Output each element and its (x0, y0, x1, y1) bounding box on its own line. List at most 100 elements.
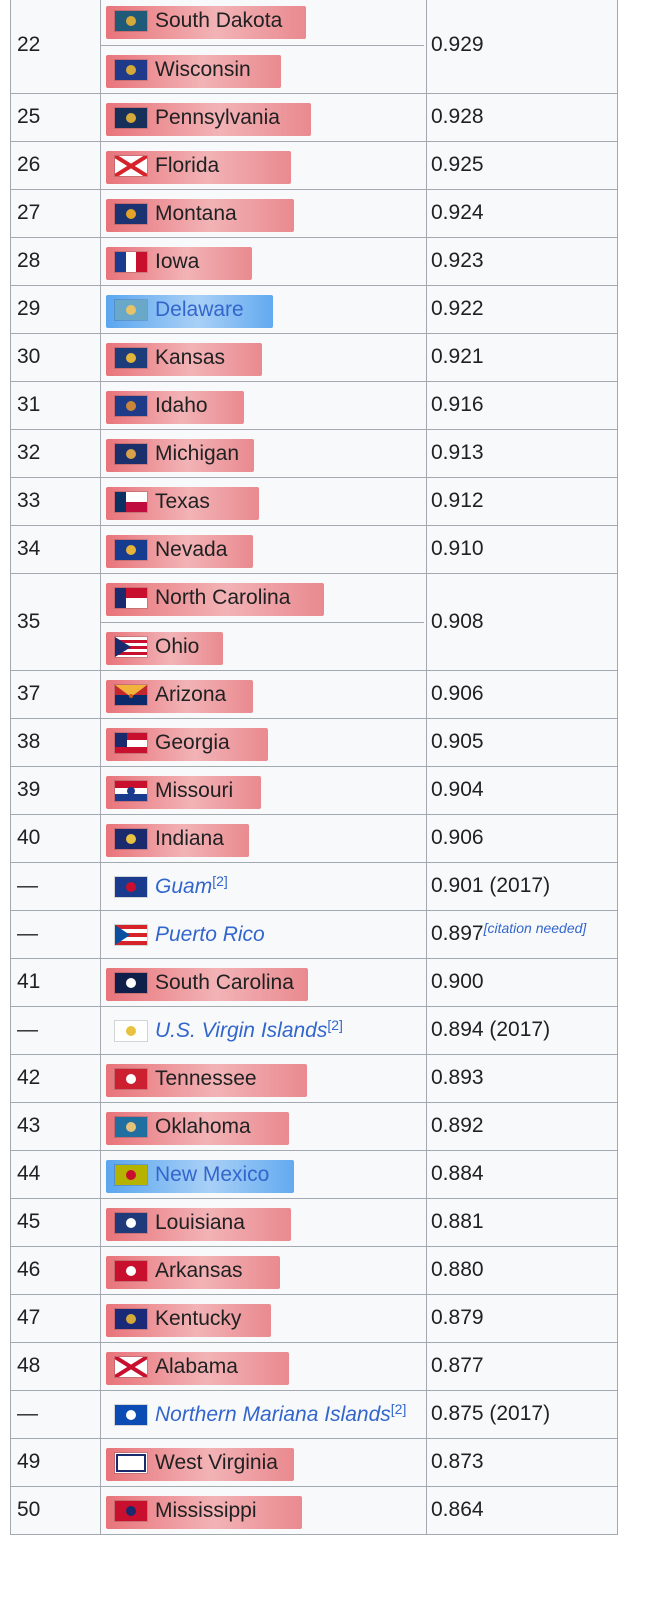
state-name-text[interactable]: Kansas (155, 346, 226, 369)
state-name-text[interactable]: Nevada (155, 538, 228, 561)
state-link[interactable]: Oklahoma (106, 1103, 289, 1151)
state-link[interactable]: Nevada (106, 526, 253, 574)
state-name[interactable]: South Dakota (155, 9, 282, 33)
state-name-text[interactable]: U.S. Virgin Islands (155, 1019, 328, 1042)
state-name-text[interactable]: South Dakota (155, 9, 283, 32)
state-name[interactable]: Michigan (155, 442, 239, 466)
state-name[interactable]: Louisiana (155, 1211, 245, 1235)
state-name-text[interactable]: Pennsylvania (155, 106, 280, 129)
state-name[interactable]: South Carolina (155, 971, 294, 995)
state-name[interactable]: Arizona (155, 683, 226, 707)
state-link[interactable]: Louisiana (106, 1199, 291, 1247)
state-name-text[interactable]: Louisiana (155, 1211, 245, 1234)
state-name-text[interactable]: Oklahoma (155, 1115, 251, 1138)
state-link[interactable]: Montana (106, 190, 294, 238)
state-link[interactable]: South Carolina (106, 959, 308, 1007)
state-name-text[interactable]: Michigan (155, 442, 240, 465)
state-name-text[interactable]: North Carolina (155, 586, 291, 609)
state-name[interactable]: Tennessee (155, 1067, 257, 1091)
state-link[interactable]: Guam[2] (106, 863, 228, 911)
reference-link[interactable]: [2] (390, 1401, 407, 1417)
state-link[interactable]: Georgia (106, 719, 268, 767)
state-name[interactable]: Florida (155, 154, 219, 178)
state-name-text[interactable]: Mississippi (155, 1499, 257, 1522)
state-link[interactable]: Tennessee (106, 1055, 307, 1103)
state-name-text[interactable]: Georgia (155, 731, 230, 754)
state-name[interactable]: Idaho (155, 394, 208, 418)
state-name[interactable]: Kansas (155, 346, 225, 370)
state-link[interactable]: Indiana (106, 815, 249, 863)
state-link[interactable]: Kansas (106, 334, 262, 382)
state-link[interactable]: Alabama (106, 1343, 289, 1391)
state-name[interactable]: Alabama (155, 1355, 238, 1379)
reference-link[interactable]: [2] (327, 1017, 343, 1033)
state-link[interactable]: Missouri (106, 767, 261, 815)
state-name[interactable]: Mississippi (155, 1499, 257, 1523)
state-link[interactable]: Kentucky (106, 1295, 271, 1343)
state-name[interactable]: Puerto Rico (155, 923, 265, 947)
state-link[interactable]: South Dakota (106, 0, 306, 45)
state-name-text[interactable]: Iowa (155, 250, 200, 273)
state-name[interactable]: Arkansas (155, 1259, 243, 1283)
state-link[interactable]: Northern Mariana Islands[2] (106, 1391, 406, 1439)
state-name-text[interactable]: Guam (155, 875, 213, 898)
state-link[interactable]: Puerto Rico (106, 911, 265, 959)
state-name-text[interactable]: Wisconsin (155, 58, 251, 81)
state-name[interactable]: New Mexico (155, 1163, 269, 1187)
state-name-text[interactable]: West Virginia (155, 1451, 278, 1474)
state-name[interactable]: Kentucky (155, 1307, 241, 1331)
state-name-text[interactable]: Delaware (155, 298, 244, 321)
state-link[interactable]: Delaware (106, 286, 273, 334)
state-name-text[interactable]: Arizona (155, 683, 227, 706)
state-name-text[interactable]: Ohio (155, 635, 200, 658)
state-link[interactable]: New Mexico (106, 1151, 294, 1199)
state-name-text[interactable]: Idaho (155, 394, 208, 417)
state-name[interactable]: Texas (155, 490, 210, 514)
state-name[interactable]: Georgia (155, 731, 230, 755)
state-link[interactable]: Arizona (106, 671, 253, 719)
state-link[interactable]: U.S. Virgin Islands[2] (106, 1007, 343, 1055)
state-name[interactable]: Iowa (155, 250, 199, 274)
state-name-text[interactable]: New Mexico (155, 1163, 270, 1186)
state-name-text[interactable]: Montana (155, 202, 237, 225)
state-name-text[interactable]: Texas (155, 490, 210, 513)
state-name[interactable]: Oklahoma (155, 1115, 251, 1139)
state-name[interactable]: Indiana (155, 827, 224, 851)
state-link[interactable]: Florida (106, 142, 291, 190)
state-name[interactable]: U.S. Virgin Islands[2] (155, 1017, 343, 1043)
state-link[interactable]: West Virginia (106, 1439, 294, 1487)
state-link[interactable]: Pennsylvania (106, 94, 311, 142)
state-name[interactable]: Wisconsin (155, 58, 251, 82)
state-link[interactable]: Michigan (106, 430, 254, 478)
state-name-text[interactable]: Kentucky (155, 1307, 242, 1330)
state-name[interactable]: Ohio (155, 635, 199, 659)
reference-link[interactable]: [2] (212, 873, 228, 889)
state-name[interactable]: West Virginia (155, 1451, 278, 1475)
state-link[interactable]: Ohio (106, 623, 223, 671)
state-name[interactable]: North Carolina (155, 586, 290, 610)
state-name-text[interactable]: Puerto Rico (155, 923, 265, 946)
state-name[interactable]: Northern Mariana Islands[2] (155, 1401, 407, 1427)
state-name-text[interactable]: Indiana (155, 827, 224, 850)
state-name[interactable]: Nevada (155, 538, 227, 562)
state-name-text[interactable]: Tennessee (155, 1067, 257, 1090)
state-link[interactable]: North Carolina (106, 574, 324, 622)
state-link[interactable]: Texas (106, 478, 259, 526)
state-name-text[interactable]: Alabama (155, 1355, 238, 1378)
state-name-text[interactable]: Arkansas (155, 1259, 243, 1282)
state-name[interactable]: Pennsylvania (155, 106, 280, 130)
state-link[interactable]: Wisconsin (106, 46, 281, 94)
state-link[interactable]: Arkansas (106, 1247, 280, 1295)
state-name[interactable]: Missouri (155, 779, 233, 803)
state-name-text[interactable]: Florida (155, 154, 220, 177)
state-name[interactable]: Guam[2] (155, 873, 228, 899)
state-name[interactable]: Montana (155, 202, 237, 226)
citation-needed-link[interactable]: [citation needed] (483, 920, 587, 936)
state-name-text[interactable]: Northern Mariana Islands (155, 1403, 391, 1426)
state-name[interactable]: Delaware (155, 298, 244, 322)
state-link[interactable]: Mississippi (106, 1487, 302, 1535)
state-name-text[interactable]: Missouri (155, 779, 234, 802)
state-link[interactable]: Iowa (106, 238, 252, 286)
state-name-text[interactable]: South Carolina (155, 971, 294, 994)
state-link[interactable]: Idaho (106, 382, 244, 430)
